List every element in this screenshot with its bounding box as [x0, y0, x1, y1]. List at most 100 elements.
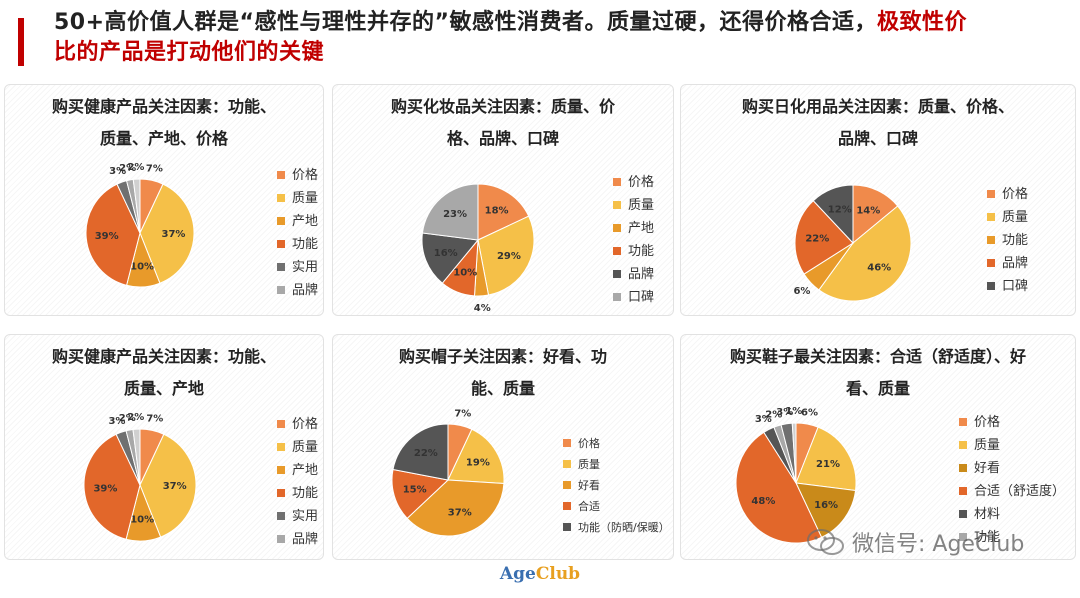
pie-slice — [735, 431, 823, 544]
legend-item: 合适 — [563, 496, 670, 517]
legend-swatch — [277, 534, 285, 543]
slice-data-label: 37% — [161, 229, 185, 240]
legend-label: 功能 — [628, 244, 655, 259]
legend-item: 产地 — [277, 210, 318, 233]
pie-chart: 7% 37% 10% 39% 3%2%2% — [83, 412, 197, 542]
legend-item: 口碑 — [613, 286, 654, 309]
slice-data-label: 10% — [130, 515, 154, 526]
legend-item: 好看 — [959, 457, 1065, 480]
legend-item: 实用 — [277, 256, 318, 279]
chart-title: 购买帽子关注因素：好看、功 能、质量 — [398, 347, 607, 398]
title-plain-text: 50+高价值人群是“感性与理性并存的”敏感性消费者。质量过硬，还得价格合适， — [54, 10, 877, 35]
legend-swatch — [613, 246, 621, 255]
title-red-text-2: 比的产品是打动他们的关键 — [54, 40, 325, 65]
legend-label: 质量 — [628, 198, 655, 213]
slice-data-label: 2% — [119, 163, 136, 174]
slice-data-label: 7% — [146, 414, 163, 425]
slice-data-label: 3% — [109, 166, 126, 177]
slice-data-label: 48% — [751, 496, 775, 507]
pie-slice — [791, 422, 797, 484]
legend-swatch — [959, 486, 967, 495]
slice-data-label: 22% — [805, 233, 829, 244]
pie-chart: 6%21%16%48%3%2%3%1% — [735, 406, 857, 544]
wechat-icon — [806, 527, 846, 557]
legend-swatch — [277, 170, 285, 179]
legend-item: 质量 — [277, 436, 318, 459]
slice-data-label: 3% — [108, 416, 125, 427]
legend-item: 功能 — [277, 482, 318, 505]
pie-slice — [132, 428, 141, 486]
slice-data-label: 18% — [485, 206, 509, 217]
chart-title: 购买化妆品关注因素：质量、价 格、品牌、口碑 — [390, 97, 615, 148]
legend-label: 质量 — [1002, 210, 1029, 225]
slice-data-label: 4% — [474, 303, 491, 314]
chart-title: 购买健康产品关注因素：功能、 质量、产地 — [51, 347, 276, 398]
legend-item: 品牌 — [277, 279, 318, 302]
chart-title: 购买鞋子最关注因素：合适（舒适度）、好 看、质量 — [729, 347, 1026, 398]
slice-data-label: 16% — [434, 248, 458, 259]
slice-data-label: 2% — [127, 412, 144, 423]
pie-slice — [406, 479, 505, 537]
legend-label: 合适 — [578, 500, 600, 513]
legend-label: 质量 — [292, 191, 319, 206]
chart-legend: 价格 质量 产地 功能 品牌 口碑 — [613, 171, 654, 309]
pie-chart: 7% 19% 37% 15% 22% — [391, 409, 505, 537]
legend-label: 价格 — [628, 175, 655, 190]
legend-item: 质量 — [563, 454, 670, 475]
slice-data-label: 2% — [119, 413, 136, 424]
pie-slice — [421, 232, 479, 284]
pie-slice — [83, 433, 141, 540]
chart-legend: 价格 质量 产地 功能 实用 品牌 — [277, 164, 318, 302]
legend-item: 口碑 — [987, 275, 1028, 298]
wechat-watermark: 微信号: AgeClub — [806, 526, 1024, 558]
legend-swatch — [277, 488, 285, 497]
legend-label: 产地 — [292, 214, 319, 229]
chart-panel: 购买化妆品关注因素：质量、价 格、品牌、口碑 18% 29% 4% 10% 16% 23% 价… — [332, 84, 674, 316]
pie-slice — [795, 426, 857, 492]
legend-label: 产地 — [292, 463, 319, 478]
slice-data-label: 39% — [93, 483, 117, 494]
slice-data-label: 39% — [95, 231, 119, 242]
legend-label: 品牌 — [1002, 256, 1029, 271]
legend-swatch — [959, 463, 967, 472]
legend-swatch — [987, 258, 995, 267]
slice-data-label: 2% — [765, 410, 782, 421]
legend-item: 品牌 — [277, 528, 318, 551]
slice-data-label: 3% — [776, 407, 793, 418]
slice-data-label: 37% — [448, 508, 472, 519]
legend-label: 功能 — [1002, 233, 1029, 248]
legend-swatch — [959, 532, 967, 541]
title-accent — [18, 12, 48, 72]
pie-chart: 18% 29% 4% 10% 16% 23% — [421, 183, 535, 314]
pie-slice — [391, 468, 450, 520]
legend-item: 产地 — [613, 217, 654, 240]
slice-data-label: 21% — [816, 459, 840, 470]
legend-swatch — [277, 193, 285, 202]
pie-slice — [818, 205, 912, 302]
pie-slice — [447, 428, 505, 485]
ageclub-logo: AgeClub — [499, 564, 581, 584]
slice-data-label: 7% — [146, 164, 163, 175]
legend-swatch — [613, 223, 621, 232]
legend-item: 价格 — [987, 183, 1028, 206]
pie-slice — [477, 215, 535, 296]
legend-label: 口碑 — [1002, 279, 1029, 294]
slice-data-label: 29% — [497, 251, 521, 262]
chart-title: 购买日化用品关注因素：质量、价格、 品牌、口碑 — [741, 97, 1014, 148]
slice-data-label: 6% — [793, 286, 810, 297]
legend-item: 价格 — [959, 411, 1065, 434]
chart-panel: 购买健康产品关注因素：功能、 质量、产地 7% 37% 10% 39% 3% 2% 2% 价格质… — [4, 334, 324, 560]
legend-label: 好看 — [578, 479, 600, 492]
slice-data-label: 12% — [828, 205, 852, 216]
legend-swatch — [613, 177, 621, 186]
legend-label: 价格 — [292, 168, 319, 183]
legend-item: 产地 — [277, 459, 318, 482]
legend-label: 质量 — [292, 440, 319, 455]
slice-data-label: 10% — [453, 267, 477, 278]
legend-swatch — [959, 417, 967, 426]
legend-item: 价格 — [613, 171, 654, 194]
legend-swatch — [277, 216, 285, 225]
chart-legend: 价格质量功能品牌口碑 — [987, 183, 1028, 298]
slice-data-label: 23% — [443, 209, 467, 220]
legend-swatch — [987, 189, 995, 198]
